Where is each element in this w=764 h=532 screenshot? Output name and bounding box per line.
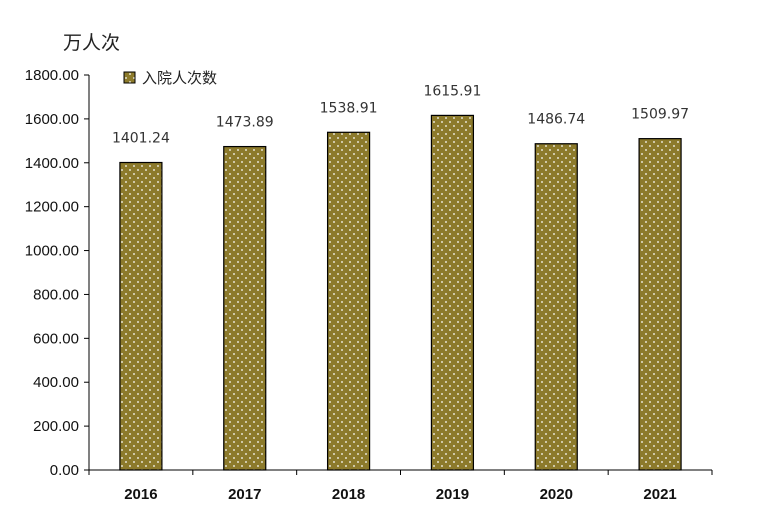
- data-label: 1473.89: [216, 115, 274, 131]
- y-tick-label: 1200.00: [25, 199, 79, 216]
- bar: [223, 145, 267, 471]
- y-tick-label: 800.00: [33, 286, 79, 303]
- y-tick-label: 400.00: [33, 374, 79, 391]
- axes: 0.00 200.00 400.00 600.00 800.00 1000.00 1200.…: [25, 67, 713, 503]
- x-tick-label: 2018: [332, 486, 365, 503]
- data-label: 1401.24: [112, 131, 170, 147]
- bar: [534, 143, 578, 471]
- legend-label: 入院人次数: [142, 69, 217, 87]
- data-label: 1538.91: [320, 100, 378, 116]
- legend: 入院人次数: [123, 69, 217, 87]
- y-tick-label: 1800.00: [25, 67, 79, 84]
- x-tick-label: 2017: [228, 486, 261, 503]
- bar: [638, 138, 682, 471]
- x-tick-label: 2019: [436, 486, 469, 503]
- x-tick-label: 2021: [643, 486, 676, 503]
- data-label: 1509.97: [631, 107, 689, 123]
- y-tick-label: 1600.00: [25, 111, 79, 128]
- y-tick-label: 600.00: [33, 330, 79, 347]
- y-tick-label: 1400.00: [25, 155, 79, 172]
- y-tick-label: 200.00: [33, 418, 79, 435]
- bar: [119, 161, 163, 471]
- bar: [326, 131, 371, 471]
- x-tick-label: 2016: [124, 486, 157, 503]
- y-tick-label: 1000.00: [25, 243, 79, 260]
- data-label: 1486.74: [527, 112, 585, 128]
- x-tick-label: 2020: [540, 486, 573, 503]
- y-tick-label: 0.00: [50, 462, 79, 479]
- y-unit-label: 万人次: [63, 32, 121, 54]
- bar: [430, 114, 475, 471]
- data-label: 1615.91: [423, 83, 481, 99]
- bars: 1401.24 1473.89 1538.91 1615.91 1486.74 1509.…: [112, 83, 689, 471]
- legend-swatch: [123, 71, 136, 84]
